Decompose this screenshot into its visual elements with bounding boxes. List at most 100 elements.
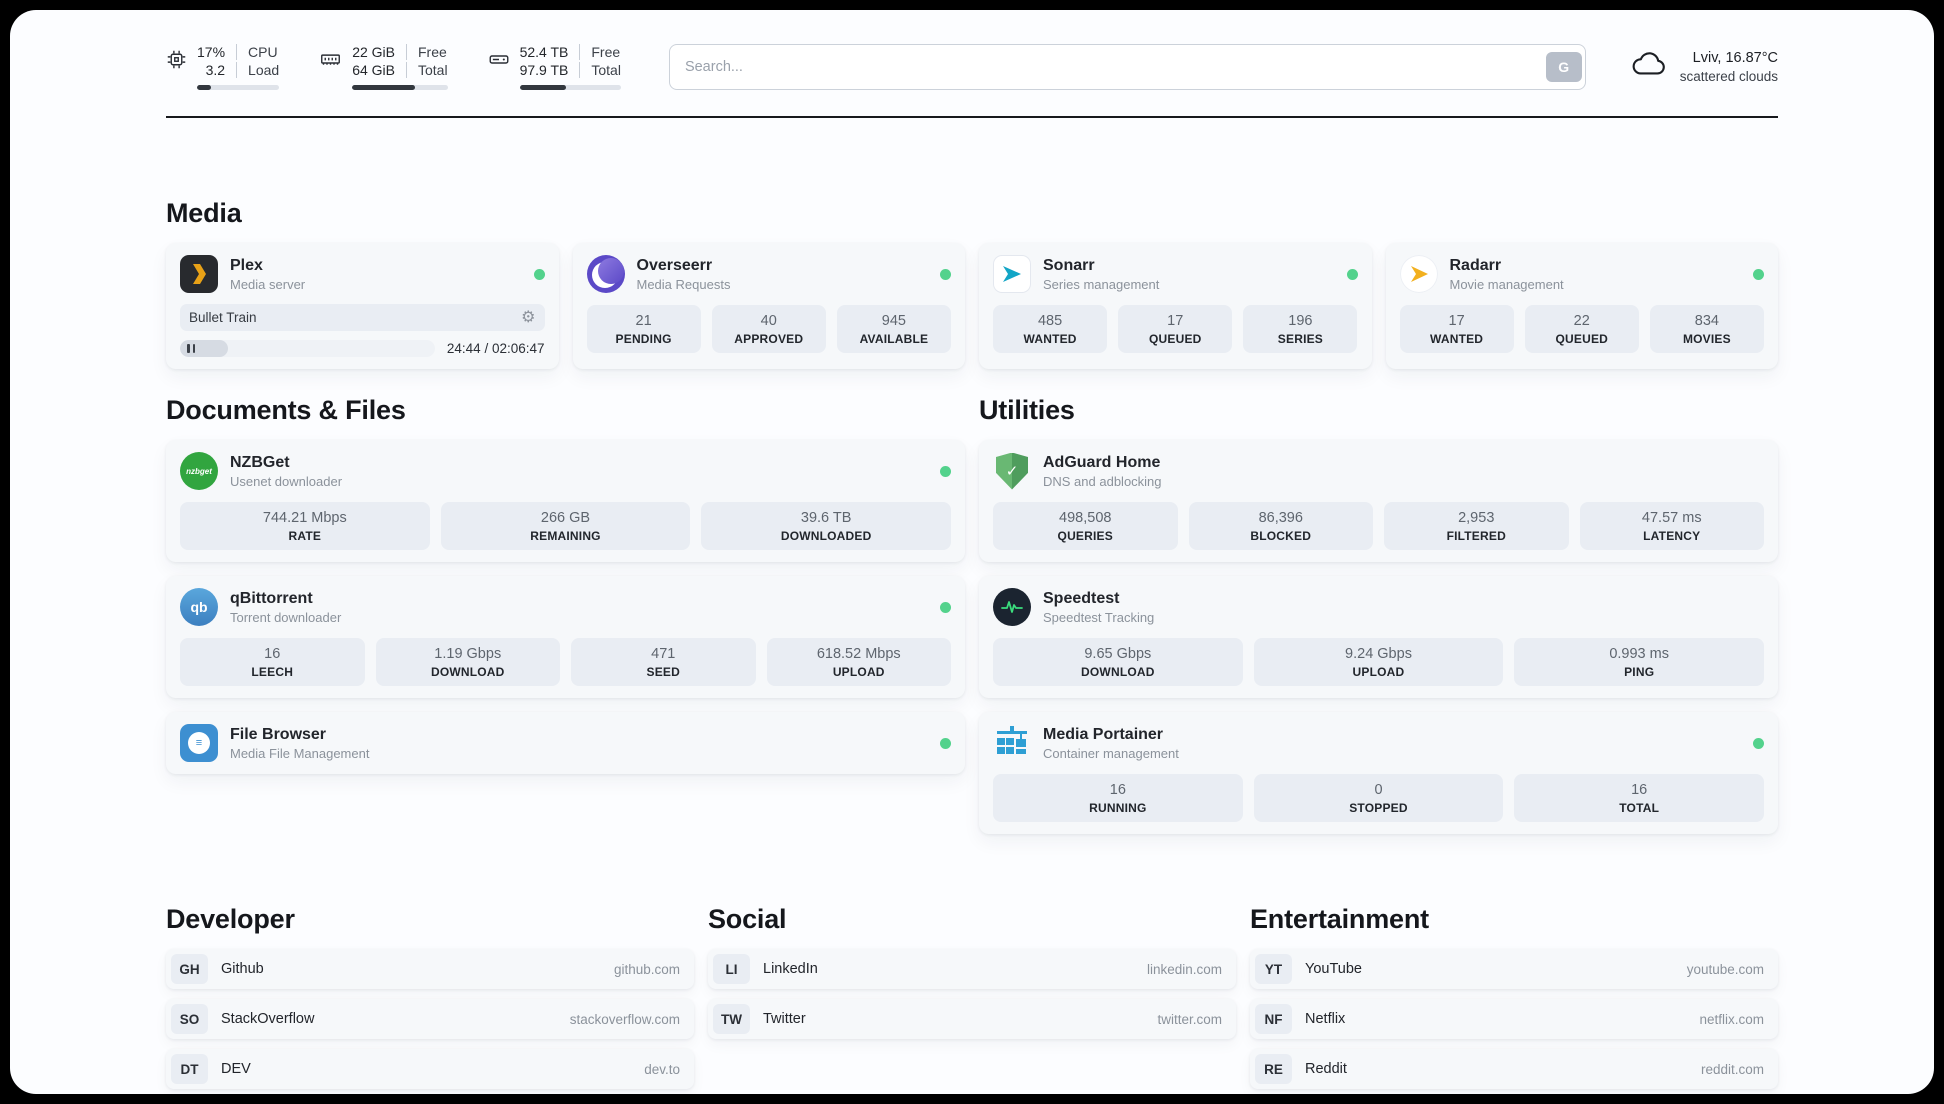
stat-download: 9.65 Gbps DOWNLOAD — [993, 638, 1243, 686]
cpu-progress-bar — [197, 85, 280, 90]
app-subtitle: Media Requests — [636, 276, 731, 292]
app-link-overseerr[interactable]: Overseerr Media Requests — [586, 255, 951, 293]
cpu-load-value: 3.2 — [205, 62, 226, 78]
memory-widget: 22 GiB Free 64 GiB Total — [319, 44, 448, 90]
link-youtube[interactable]: YT YouTube youtube.com — [1250, 949, 1778, 989]
stat-leech: 16 LEECH — [180, 638, 365, 686]
status-dot — [940, 465, 951, 477]
app-link-qbittorrent[interactable]: qb qBittorrent Torrent downloader — [180, 588, 951, 626]
app-link-speedtest[interactable]: Speedtest Speedtest Tracking — [993, 588, 1764, 626]
link-twitter[interactable]: TW Twitter twitter.com — [708, 999, 1236, 1039]
now-playing-title: Bullet Train — [189, 310, 257, 325]
stat-stopped: 0 STOPPED — [1253, 774, 1504, 822]
link-abbr: SO — [171, 1004, 208, 1034]
cpu-widget: 17% CPU 3.2 Load — [166, 44, 280, 90]
app-name: Speedtest — [1043, 589, 1120, 607]
link-github[interactable]: GH Github github.com — [166, 949, 694, 989]
section-entertainment: Entertainment YT YouTube youtube.com NF … — [1250, 904, 1778, 1089]
app-link-portainer[interactable]: Media Portainer Container management — [993, 724, 1764, 762]
card-overseerr: Overseerr Media Requests 21 PENDING 40 APP… — [572, 243, 965, 369]
app-subtitle: Media server — [230, 276, 306, 292]
overseerr-icon — [586, 255, 625, 293]
disk-progress-bar — [519, 85, 621, 90]
section-title-entertainment: Entertainment — [1250, 904, 1429, 934]
stat-series: 196 SERIES — [1243, 305, 1358, 353]
app-name: NZBGet — [230, 453, 290, 471]
cloud-icon — [1630, 51, 1668, 84]
stat-total: 16 TOTAL — [1514, 774, 1764, 822]
speedtest-icon — [993, 588, 1031, 626]
stat-rate: 744.21 Mbps RATE — [180, 502, 430, 550]
disk-total-value: 97.9 TB — [519, 62, 569, 78]
app-name: Media Portainer — [1043, 725, 1164, 743]
ram-icon — [319, 49, 342, 70]
status-dot — [940, 601, 951, 613]
section-title-utilities: Utilities — [979, 395, 1075, 425]
section-title-social: Social — [708, 904, 787, 934]
stat-download: 1.19 Gbps DOWNLOAD — [375, 638, 560, 686]
disk-free-value: 52.4 TB — [519, 44, 569, 60]
link-stackoverflow[interactable]: SO StackOverflow stackoverflow.com — [166, 999, 694, 1039]
section-title-media: Media — [166, 198, 242, 228]
link-netflix[interactable]: NF Netflix netflix.com — [1250, 999, 1778, 1039]
search-engine-button[interactable]: G — [1545, 52, 1582, 82]
app-link-radarr[interactable]: Radarr Movie management — [1399, 255, 1764, 293]
stat-filtered: 2,953 FILTERED — [1384, 502, 1569, 550]
section-social: Social LI LinkedIn linkedin.com TW Twitt… — [708, 904, 1236, 1039]
card-filebrowser: ≡ File Browser Media File Management — [166, 712, 965, 774]
memory-total-label: Total — [406, 62, 448, 78]
link-abbr: GH — [171, 954, 208, 984]
link-abbr: LI — [713, 954, 750, 984]
app-name: AdGuard Home — [1043, 453, 1161, 471]
app-link-adguard[interactable]: ✓ AdGuard Home DNS and adblocking — [993, 452, 1764, 490]
app-link-sonarr[interactable]: Sonarr Series management — [993, 255, 1358, 293]
stat-downloaded: 39.6 TB DOWNLOADED — [701, 502, 951, 550]
nzbget-icon: nzbget — [180, 452, 218, 490]
filebrowser-icon: ≡ — [180, 724, 218, 762]
app-link-nzbget[interactable]: nzbget NZBGet Usenet downloader — [180, 452, 951, 490]
link-abbr: DT — [171, 1054, 208, 1084]
app-link-plex[interactable]: Plex Media server — [180, 255, 545, 293]
cpu-load-label: Load — [236, 62, 279, 78]
card-speedtest: Speedtest Speedtest Tracking 9.65 Gbps DO… — [979, 576, 1778, 698]
app-subtitle: Series management — [1043, 276, 1160, 292]
memory-free-value: 22 GiB — [352, 44, 395, 60]
stat-approved: 40 APPROVED — [711, 305, 826, 353]
stat-latency: 47.57 ms LATENCY — [1579, 502, 1764, 550]
disk-total-label: Total — [579, 62, 621, 78]
stat-wanted: 17 WANTED — [1399, 305, 1514, 353]
status-dot — [940, 737, 951, 749]
playback-progress-bar[interactable] — [180, 340, 435, 357]
system-stats: 17% CPU 3.2 Load 22 GiB — [166, 44, 621, 90]
section-title-documents: Documents & Files — [166, 395, 406, 425]
app-subtitle: Media File Management — [230, 745, 370, 761]
app-link-filebrowser[interactable]: ≡ File Browser Media File Management — [180, 724, 951, 762]
memory-progress-bar — [352, 85, 448, 90]
section-media: Media Plex Media server — [166, 198, 1778, 369]
sonarr-icon — [993, 255, 1031, 293]
card-adguard: ✓ AdGuard Home DNS and adblocking 498,50… — [979, 440, 1778, 562]
search-input[interactable] — [672, 59, 1546, 75]
link-reddit[interactable]: RE Reddit reddit.com — [1250, 1049, 1778, 1089]
link-abbr: NF — [1255, 1004, 1292, 1034]
status-dot — [1346, 268, 1358, 280]
dashboard-frame: 17% CPU 3.2 Load 22 GiB — [10, 10, 1934, 1094]
stat-movies: 834 MOVIES — [1649, 305, 1764, 353]
stat-upload: 618.52 Mbps UPLOAD — [766, 638, 951, 686]
stat-seed: 471 SEED — [571, 638, 756, 686]
search-bar: G — [668, 44, 1586, 90]
app-name: Radarr — [1449, 256, 1502, 274]
weather-location: Lviv, 16.87°C — [1692, 50, 1778, 66]
app-subtitle: Container management — [1043, 745, 1179, 761]
link-linkedin[interactable]: LI LinkedIn linkedin.com — [708, 949, 1236, 989]
app-name: qBittorrent — [230, 589, 313, 607]
link-dev[interactable]: DT DEV dev.to — [166, 1049, 694, 1089]
stat-pending: 21 PENDING — [586, 305, 701, 353]
card-radarr: Radarr Movie management 17 WANTED 22 QUEUE… — [1385, 243, 1778, 369]
gear-icon[interactable]: ⚙ — [521, 308, 536, 326]
pause-icon[interactable] — [187, 344, 195, 353]
memory-free-label: Free — [406, 44, 448, 60]
stat-blocked: 86,396 BLOCKED — [1188, 502, 1373, 550]
top-bar: 17% CPU 3.2 Load 22 GiB — [166, 44, 1778, 90]
adguard-icon: ✓ — [993, 452, 1031, 490]
